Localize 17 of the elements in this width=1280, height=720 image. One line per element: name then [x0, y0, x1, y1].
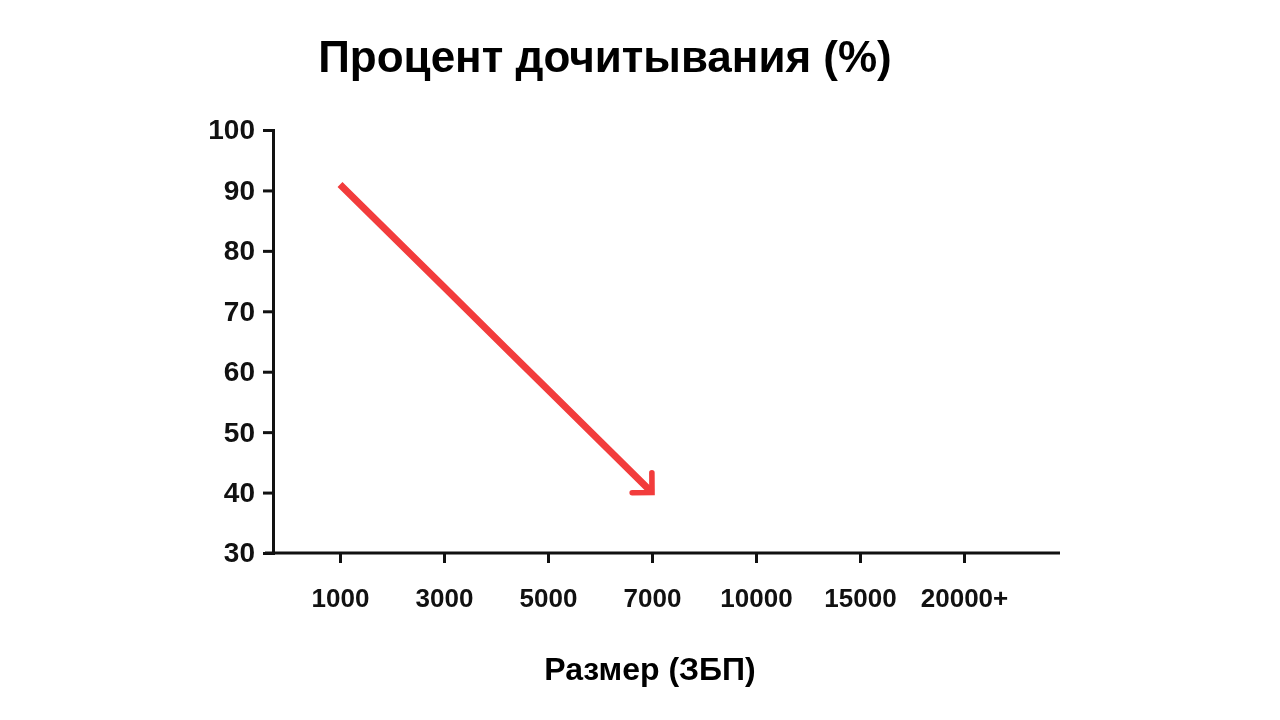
x-tick-label: 15000 [824, 583, 897, 614]
y-tick-label: 30 [223, 537, 255, 569]
x-tick-label: 10000 [720, 583, 793, 614]
x-tick-label: 3000 [415, 583, 474, 614]
y-tick-label: 70 [223, 295, 255, 327]
x-axis-title: Размер (ЗБП) [544, 651, 756, 687]
y-tick-label: 50 [223, 416, 255, 448]
x-tick-label: 1000 [311, 583, 370, 614]
chart-title: Процент дочитывания (%) [318, 32, 892, 81]
y-tick-label: 60 [223, 356, 255, 388]
x-tick-label: 5000 [519, 583, 578, 614]
y-tick-label: 100 [208, 114, 255, 146]
y-tick-label: 80 [223, 235, 255, 267]
x-tick-label: 20000+ [920, 583, 1009, 614]
y-tick-label: 40 [223, 477, 255, 509]
y-tick-label: 90 [223, 174, 255, 206]
x-tick-label: 7000 [623, 583, 682, 614]
